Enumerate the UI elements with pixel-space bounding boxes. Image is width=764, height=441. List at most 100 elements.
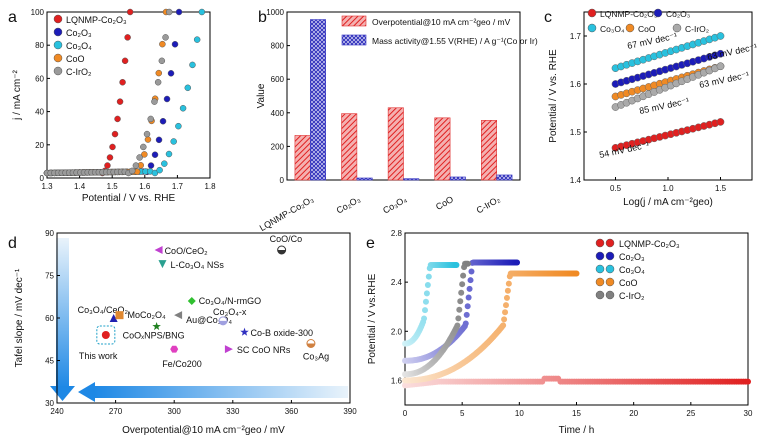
series-3-point — [502, 309, 509, 316]
point-7 — [174, 311, 183, 320]
y-tick-label: 600 — [271, 75, 285, 84]
legend-marker — [605, 290, 615, 300]
series-1-point — [716, 49, 725, 58]
point-this-work — [101, 331, 110, 339]
legend-marker — [53, 40, 63, 50]
y-tick-label: 2.0 — [391, 327, 403, 336]
y-tick-label: 2.4 — [391, 278, 403, 287]
panel-label: e — [366, 235, 375, 252]
y-tick-label: 800 — [271, 42, 285, 51]
y-tick-label: 200 — [271, 142, 285, 151]
legend-entry: Co₃O₄ — [600, 24, 625, 34]
y-tick-label: 1.7 — [570, 32, 582, 41]
series-3-point — [573, 270, 580, 277]
y-tick-label: 1.5 — [570, 128, 582, 137]
series-4-point — [456, 306, 463, 313]
point-label: CoOₓNPS/BNG — [123, 331, 185, 341]
point-4 — [187, 297, 196, 305]
series-1-point — [465, 294, 472, 301]
series-2-point — [198, 8, 206, 16]
y-tick-label: 80 — [35, 41, 44, 50]
series-1-point — [155, 136, 163, 144]
series-2-point — [716, 32, 725, 40]
bar-1-1 — [356, 177, 373, 181]
legend-marker — [605, 277, 615, 287]
series-0-point — [106, 154, 114, 161]
bar-0-4 — [481, 120, 497, 181]
series-0-point — [124, 34, 131, 41]
series-4-point — [162, 34, 169, 41]
series-4-point — [464, 260, 471, 267]
x-tick-label: Co₂O₃ — [335, 194, 363, 216]
point-label: Au@Co₃O₄ — [186, 315, 232, 325]
point-label: L-Co₃O₄ NSs — [170, 260, 224, 270]
x-tick-label: 20 — [629, 409, 638, 418]
bar-0-0 — [294, 135, 311, 181]
panel-a: a 1.3 1.4 1.5 1.6 1.7 1.8 0 20 40 60 80 100 Potential… — [8, 8, 216, 204]
series-1-point — [147, 162, 155, 169]
series-2-point — [189, 61, 196, 69]
panel-b: b 0 200 400 600 800 1000 Value LQNMP-Co₂O₃ Co₂O₃ C… — [256, 8, 538, 233]
x-tick-label: 15 — [572, 409, 581, 418]
legend-entry: CoO — [66, 54, 85, 64]
x-tick-label: 1.4 — [74, 182, 86, 191]
series-1-point — [159, 117, 167, 125]
y-tick-label: 30 — [45, 399, 54, 408]
series-3-point — [141, 151, 148, 158]
series-1-point — [167, 70, 175, 77]
bar-0-3 — [434, 117, 451, 181]
series-0-point — [121, 57, 129, 65]
legend-entry: Overpotential@10 mA cm⁻²geo / mV — [372, 17, 511, 27]
point-11 — [170, 345, 179, 353]
y-tick-label: 90 — [45, 229, 54, 238]
series-3-point — [501, 316, 508, 323]
series-0-point — [111, 130, 119, 138]
legend-marker — [53, 53, 63, 63]
series-3-point — [155, 69, 163, 77]
legend-entry: LQNMP-Co₂O₃ — [600, 9, 657, 19]
series-2-point — [425, 273, 432, 280]
x-tick-label: 5 — [460, 409, 465, 418]
y-axis-label: j / mA cm⁻² — [12, 69, 23, 120]
y-tick-label: 400 — [271, 109, 285, 118]
point-label: Fe/Co200 — [162, 359, 202, 369]
series-4-point — [166, 8, 173, 16]
legend-marker — [341, 15, 367, 27]
y-tick-label: 45 — [45, 357, 54, 366]
legend-marker — [605, 264, 615, 274]
legend-marker — [587, 23, 597, 33]
point-label: Co₃O₄/CeO₂ — [78, 305, 129, 315]
x-tick-label: 0.5 — [610, 184, 622, 193]
series-4-point — [460, 272, 467, 279]
legend-entry: Co₂O₃ — [666, 9, 690, 19]
bar-1-4 — [496, 174, 513, 181]
legend-marker — [595, 251, 605, 261]
legend-marker — [605, 251, 615, 261]
series-1-point — [175, 8, 183, 16]
panel-label: c — [544, 9, 552, 26]
legend-marker — [595, 277, 605, 287]
series-1-point — [163, 95, 171, 103]
series-0-point — [126, 8, 134, 16]
legend-entry: CoO — [619, 278, 638, 288]
x-tick-label: 1.6 — [139, 182, 151, 191]
x-tick-label: 1.8 — [204, 182, 216, 191]
legend-marker — [595, 264, 605, 274]
series-4-point — [455, 315, 462, 322]
arrow-down-icon — [50, 386, 75, 401]
x-tick-label: 300 — [168, 407, 182, 416]
legend-marker — [53, 66, 63, 76]
slope-label: 63 mV dec⁻¹ — [706, 42, 758, 62]
series-3-point — [503, 294, 510, 301]
legend-entry: C-IrO₂ — [619, 291, 645, 301]
legend-marker — [341, 34, 367, 46]
y-tick-label: 60 — [45, 314, 54, 323]
series-0-point — [116, 98, 124, 105]
y-axis-label: Potential / V vs.RHE — [367, 273, 378, 364]
legend-entry: CoO — [638, 24, 656, 34]
legend-entry: Co₃O₄ — [619, 265, 645, 275]
series-4-point — [457, 298, 464, 305]
x-tick-label: 10 — [515, 409, 524, 418]
bar-0-2 — [387, 107, 404, 181]
point-8 — [219, 320, 228, 325]
